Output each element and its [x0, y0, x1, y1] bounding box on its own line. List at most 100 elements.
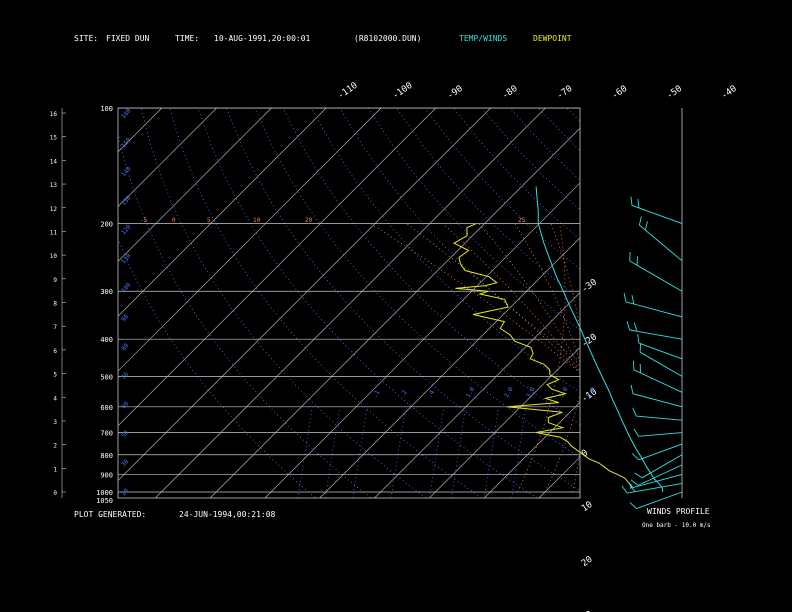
isotherm-line	[703, 108, 792, 498]
dry-adiabat-line	[595, 108, 792, 500]
dry-adiabat-label: 70	[120, 371, 130, 381]
wind-barb-flag	[630, 196, 633, 206]
moist-adiabat-label: -5	[140, 217, 148, 224]
dry-adiabat-line	[197, 108, 538, 498]
isotherm-line	[118, 108, 272, 262]
wind-barb-flag	[630, 384, 634, 394]
isotherm-right-label: 30	[580, 609, 595, 612]
dry-adiabat-line	[680, 108, 792, 500]
dry-adiabat-label: 110	[120, 252, 133, 265]
wind-barb-shaft	[625, 301, 683, 318]
wind-barb-flag	[630, 479, 639, 486]
wind-barb-flag	[638, 216, 642, 226]
wind-barb-shaft	[637, 464, 683, 486]
isotherm-line	[374, 292, 580, 498]
wind-barb-shaft	[639, 351, 683, 377]
pressure-tick-label: 1000	[96, 489, 113, 497]
site-value: FIXED DUN	[106, 34, 150, 43]
mixing-ratio-line	[429, 406, 445, 498]
moist-adiabat-line	[514, 223, 580, 364]
winds-profile-title: WINDS PROFILE	[647, 507, 710, 516]
isotherm-line	[429, 346, 580, 498]
wind-barb-shaft	[636, 415, 683, 421]
height-tick-label: 3	[53, 419, 57, 426]
legend-temp: TEMP/WINDS	[459, 34, 508, 43]
dry-adiabat-line	[566, 108, 580, 122]
isotherm-line	[118, 108, 437, 427]
pressure-tick-label: 300	[100, 288, 113, 296]
wind-barb-shaft	[631, 204, 683, 225]
height-tick-label: 5	[53, 372, 57, 379]
dry-adiabat-label: 90	[120, 313, 130, 323]
dry-adiabat-line	[254, 108, 580, 458]
dry-adiabat-label: 50	[120, 429, 130, 439]
height-tick-label: 11	[50, 229, 58, 236]
wind-barb-flag	[629, 251, 631, 262]
wind-barb-flag	[632, 407, 637, 417]
dry-adiabat-line	[737, 108, 792, 500]
isotherm-right-label: -30	[580, 278, 599, 296]
mixing-ratio-label: .1	[372, 389, 382, 399]
plot-generated-label: PLOT GENERATED:	[74, 510, 147, 519]
pressure-tick-label: 100	[100, 105, 113, 113]
dry-adiabat-label: 100	[120, 281, 133, 294]
height-tick-label: 6	[53, 348, 57, 355]
wind-barb-shaft	[629, 260, 683, 292]
height-tick-label: 16	[50, 111, 58, 118]
mixing-ratio-label: .4	[426, 389, 436, 399]
moist-adiabat-line	[517, 223, 566, 493]
dry-adiabat-line	[481, 108, 580, 211]
dry-adiabat-line	[424, 108, 580, 270]
mixing-ratio-line	[390, 406, 406, 498]
dry-adiabat-line	[624, 108, 792, 500]
isotherm-right-label: 0	[580, 448, 590, 459]
pressure-tick-label: 800	[100, 452, 113, 460]
dry-adiabat-line	[452, 108, 580, 240]
isotherm-line	[538, 456, 580, 498]
wind-barb-flag	[631, 453, 640, 461]
plot-frame	[117, 107, 581, 499]
wind-barb-shaft	[641, 454, 683, 479]
isotherm-line	[264, 182, 580, 498]
height-tick-label: 12	[50, 206, 58, 213]
plot-generated-value: 24-JUN-1994,00:21:08	[179, 510, 276, 519]
dry-adiabat-line	[118, 237, 317, 498]
mixing-ratio-line	[450, 406, 467, 498]
wind-barb-flag	[633, 428, 639, 437]
isotherm-line	[118, 108, 491, 482]
wind-barb-shaft	[638, 342, 683, 360]
wind-barb-flag	[631, 295, 635, 305]
mixing-ratio-line	[324, 406, 341, 498]
dry-adiabat-label: 20	[120, 487, 130, 497]
site-label: SITE:	[74, 34, 99, 43]
moist-adiabat-line	[550, 223, 580, 493]
isotherm-line	[483, 401, 580, 498]
wind-barb-shaft	[633, 369, 683, 393]
height-tick-label: 2	[53, 443, 57, 450]
pressure-tick-label: 1050	[96, 497, 113, 505]
dry-adiabat-line	[709, 108, 792, 500]
isotherm-top-label: -90	[446, 84, 465, 102]
dry-adiabat-label: 130	[120, 194, 133, 207]
height-tick-label: 4	[53, 395, 57, 402]
wind-barb-flag	[644, 221, 648, 231]
time-label: TIME:	[175, 34, 200, 43]
height-tick-label: 1	[53, 466, 57, 473]
wind-barb-shaft	[632, 473, 683, 489]
height-tick-label: 15	[50, 135, 58, 142]
moist-adiabat-label: 20	[305, 217, 313, 224]
isotherm-line	[649, 108, 792, 498]
moist-adiabat-line	[370, 223, 580, 374]
isotherm-line	[118, 108, 327, 317]
isotherm-top-label: -50	[665, 84, 684, 102]
wind-barb-flag	[637, 198, 640, 208]
isotherm-line	[118, 108, 163, 153]
wind-barb-flag	[621, 485, 628, 494]
dry-adiabat-label: 60	[120, 400, 130, 410]
wind-barb-flag	[636, 256, 638, 266]
mixing-ratio-line	[352, 406, 368, 498]
mixing-ratio-line	[483, 406, 500, 498]
mixing-ratio-label: 5.0	[558, 386, 570, 399]
moist-adiabat-line	[478, 223, 580, 370]
